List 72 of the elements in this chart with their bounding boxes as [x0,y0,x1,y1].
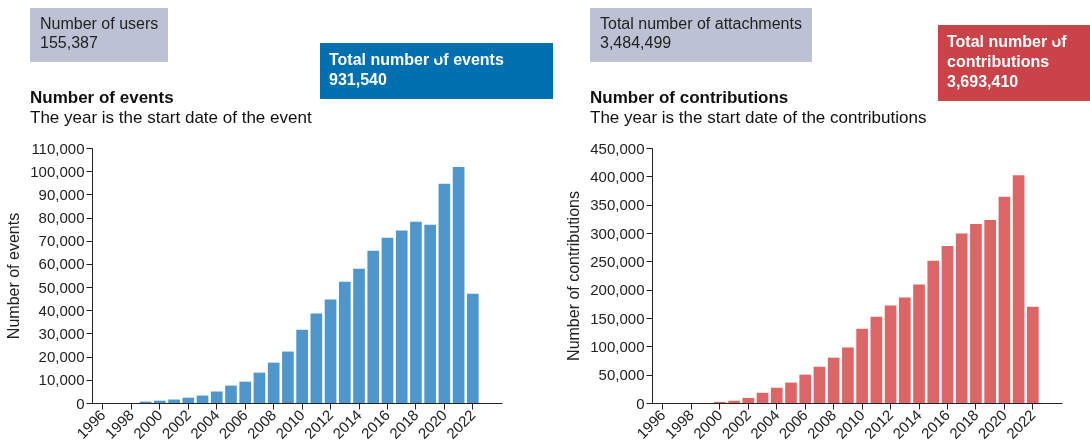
bar [827,357,840,403]
bar [856,328,868,403]
y-tick-label: 10,000 [38,371,85,389]
bar [210,391,223,403]
y-tick-label: 60,000 [38,255,85,273]
y-tick-label: 90,000 [38,185,85,203]
bar [467,293,479,403]
bar [1027,306,1039,403]
y-tick-label: 300,000 [590,224,645,242]
bar [239,381,252,403]
y-tick-label: 0 [76,394,85,412]
bar [296,329,308,403]
y-tick-label: 30,000 [38,324,85,342]
text: Total number of attachments 3,484,499 [590,8,812,62]
y-tick-label: 100,000 [30,162,85,180]
y-tick-label: 100,000 [590,337,645,355]
bar [842,347,854,403]
chart-subtitle: The year is the start date of the contributions [590,108,927,128]
y-tick-label: 250,000 [590,252,645,270]
bar [267,362,280,403]
y-tick-label: 400,000 [590,167,645,185]
y-tick-label: 50,000 [598,366,645,384]
bar [395,230,408,403]
bar [225,385,237,403]
bar [367,250,380,403]
bar [913,284,925,403]
bar [785,382,797,403]
bar [984,219,996,403]
bar [770,387,783,403]
y-axis-title: Number of events [5,212,23,340]
y-tick-label: 200,000 [590,281,645,299]
y-tick-label: 350,000 [590,196,645,214]
bar [955,233,968,403]
y-axis-title: Number of contributions [565,191,583,361]
bar [742,397,755,403]
bar [424,224,436,403]
bar [381,237,394,403]
y-tick-label: 70,000 [38,232,85,250]
bar [898,297,911,403]
bar [182,397,195,403]
bar [452,167,465,403]
bar [970,223,982,403]
bar [324,299,337,403]
bar [941,246,954,403]
bar [438,183,451,403]
bar [338,281,351,403]
bar [998,196,1011,403]
bar [253,372,266,403]
text: Number of users 155,387 [30,8,169,62]
bar [813,366,826,403]
bar [728,400,740,403]
bar [282,351,294,403]
y-tick-label: 150,000 [590,309,645,327]
y-tick-label: 50,000 [38,278,85,296]
chart-title: Number of events [30,88,174,108]
y-tick-label: 110,000 [31,139,85,157]
bar [353,268,365,403]
bar [799,374,812,403]
y-tick-label: 40,000 [38,301,85,319]
bar [927,260,940,403]
chart-subtitle: The year is the start date of the event [30,108,312,128]
bar [870,316,883,403]
bar [410,221,422,403]
y-tick-label: 20,000 [38,348,85,366]
bar [310,313,323,403]
y-tick-label: 0 [636,394,645,412]
y-tick-label: 80,000 [38,209,85,227]
bar [1012,175,1025,403]
chart-title: Number of contributions [590,88,789,108]
bar [756,392,769,403]
bar [884,305,897,403]
y-tick-label: 450,000 [590,139,645,157]
